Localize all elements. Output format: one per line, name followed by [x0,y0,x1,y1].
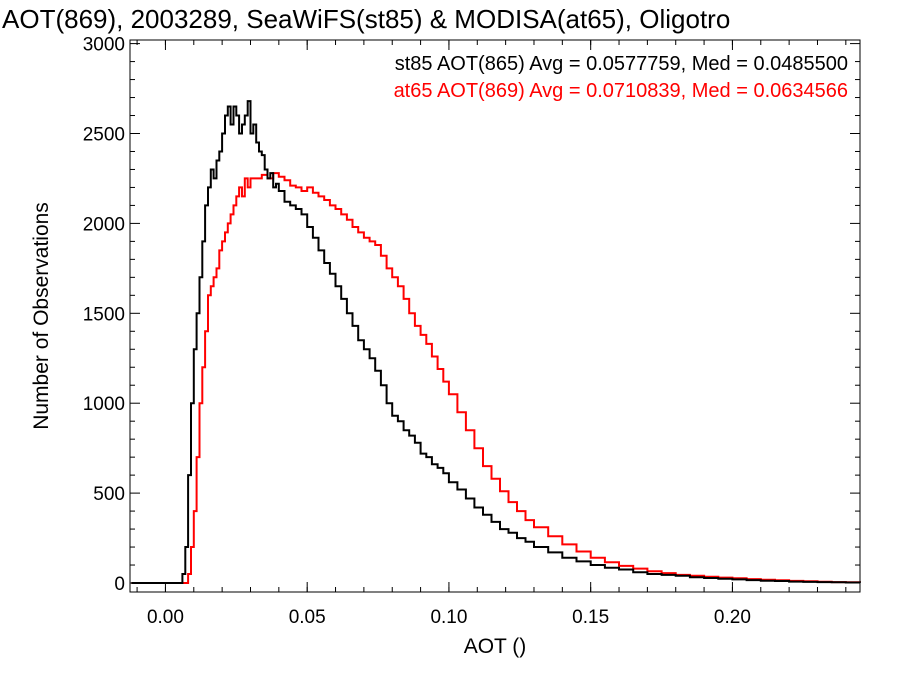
x-tick-label: 0.05 [289,607,326,628]
series-st85-line [131,100,861,584]
x-tick-label: 0.15 [572,607,609,628]
y-tick-label: 1500 [83,304,125,325]
series-at65-line [131,172,861,584]
annotation-st85: st85 AOT(865) Avg = 0.0577759, Med = 0.0… [395,53,848,75]
y-axis-label: Number of Observations [30,202,53,430]
x-tick-label: 0.00 [147,607,184,628]
y-tick-label: 2000 [83,214,125,235]
plot-frame [129,39,861,593]
y-tick-label: 1000 [83,394,125,415]
x-tick-label: 0.10 [430,607,467,628]
y-tick-labels: 0 500 1000 1500 2000 2500 3000 [83,35,125,595]
axis-ticks [130,40,860,592]
x-axis-label: AOT () [464,635,527,658]
x-tick-label: 0.20 [714,607,751,628]
y-tick-label: 3000 [83,35,125,56]
y-tick-label: 2500 [83,124,125,145]
x-tick-labels: 0.00 0.05 0.10 0.15 0.20 [147,607,751,628]
chart-title: AOT(869), 2003289, SeaWiFS(st85) & MODIS… [2,4,730,34]
y-tick-label: 0 [114,574,125,595]
annotation-at65: at65 AOT(869) Avg = 0.0710839, Med = 0.0… [394,80,848,102]
series-layer [131,100,861,584]
y-tick-label: 500 [93,484,125,505]
